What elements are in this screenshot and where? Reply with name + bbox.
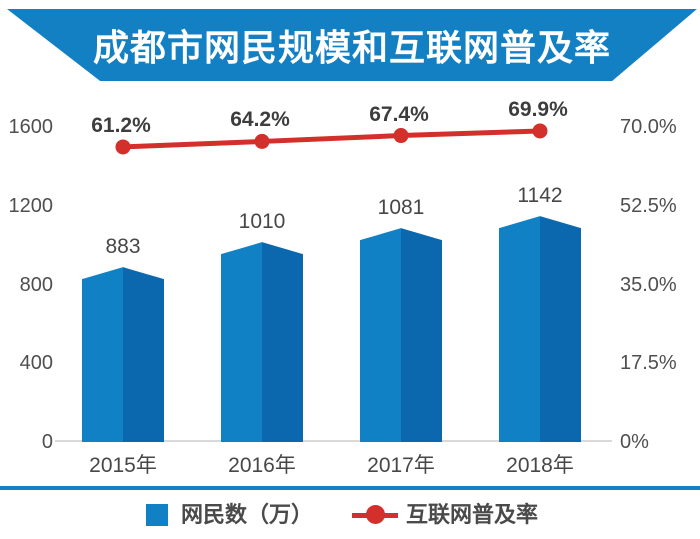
x-axis-label: 2018年 — [506, 454, 574, 477]
zero-baseline — [55, 440, 612, 442]
left-axis-tick: 0 — [41, 431, 53, 453]
line-value-label: 69.9% — [508, 97, 568, 121]
x-axis-label: 2017年 — [367, 454, 435, 477]
line-point-marker — [393, 128, 409, 144]
right-axis-tick: 52.5% — [620, 194, 677, 217]
line-point-marker — [532, 123, 548, 139]
left-axis-tick: 1200 — [8, 194, 54, 217]
left-axis-tick: 400 — [19, 352, 53, 375]
chart-title: 成都市网民规模和互联网普及率 — [92, 27, 611, 68]
left-axis-tick: 1600 — [8, 116, 54, 138]
bar — [360, 228, 442, 442]
legend-line-label: 互联网普及率 — [406, 502, 539, 527]
bar-value-label: 1142 — [517, 184, 563, 208]
bar-value-label: 1010 — [238, 210, 286, 234]
plot-area: 0 400 800 1200 1600 0% 17.5% 35.0% 52.5% 70.0% 883… — [8, 97, 677, 477]
bar — [82, 267, 164, 442]
title-banner: 成都市网民规模和互联网普及率 — [7, 9, 697, 81]
line-point-marker — [254, 133, 270, 149]
legend-line-marker-icon — [366, 505, 385, 524]
bar-value-label: 1081 — [377, 196, 425, 220]
line-path — [122, 128, 541, 150]
right-axis-tick: 70.0% — [620, 116, 677, 138]
bar-value-label: 883 — [105, 235, 141, 259]
right-axis-tick: 0% — [620, 431, 649, 453]
legend: 网民数（万） 互联网普及率 — [0, 500, 700, 539]
right-axis-tick: 35.0% — [620, 273, 677, 296]
legend-bar-swatch — [146, 504, 168, 526]
line-value-label: 64.2% — [230, 108, 290, 132]
line-value-label: 61.2% — [91, 113, 151, 137]
footer-divider — [0, 486, 700, 490]
bar — [499, 216, 581, 442]
bar — [221, 242, 303, 442]
x-axis-label: 2016年 — [228, 454, 296, 477]
line-point-marker — [115, 139, 131, 155]
left-axis-tick: 800 — [19, 273, 53, 296]
x-axis-label: 2015年 — [89, 454, 157, 477]
right-axis-tick: 17.5% — [620, 352, 677, 375]
line-value-label: 67.4% — [369, 102, 429, 126]
legend-bar-label: 网民数（万） — [181, 502, 314, 527]
